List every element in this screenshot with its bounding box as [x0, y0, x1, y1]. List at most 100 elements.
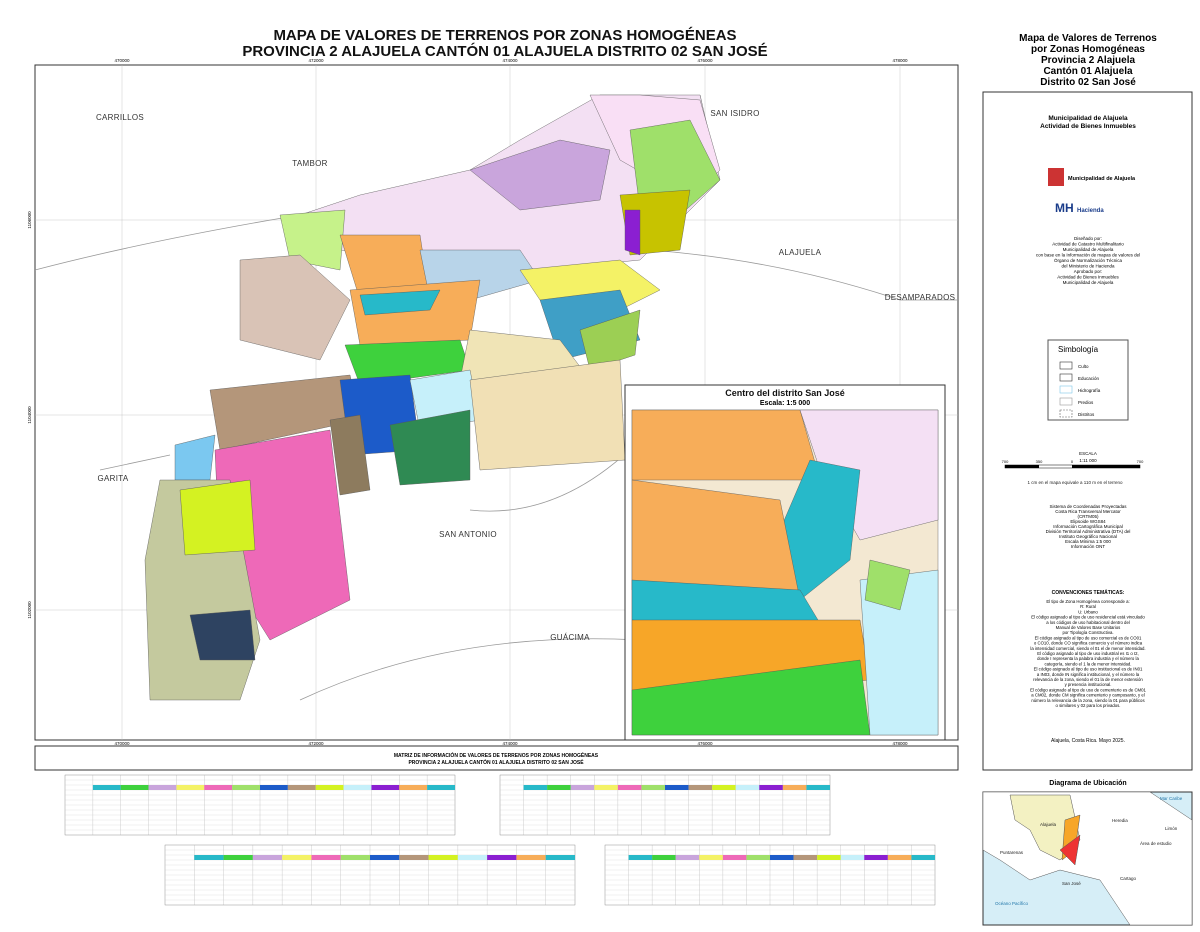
table-color [371, 785, 400, 790]
table-color [722, 855, 747, 860]
table-color [399, 855, 429, 860]
table-color [516, 855, 546, 860]
x-coord: 474000 [502, 741, 518, 746]
pconv-line: El código asignado al tipo de uso comerc… [1035, 635, 1142, 640]
pcred-line: Municipalidad de Alajuela [1063, 247, 1114, 252]
system-info: Sistema de Coordenadas ProyectadasCosta … [1046, 504, 1131, 549]
table-color [370, 855, 400, 860]
table-color [92, 785, 121, 790]
coordinates: 470000 470000 472000 472000 474000 474000 4760… [27, 58, 908, 746]
x-coord: 472000 [308, 58, 324, 63]
y-coord: 1102000 [27, 601, 32, 619]
pconv-line: a los códigos de uso habitacional dentro… [1046, 620, 1130, 625]
table-color [120, 785, 149, 790]
ptitle-line: Distrito 02 San José [1040, 77, 1136, 88]
legend-box [1047, 339, 1129, 421]
table-color [523, 785, 548, 790]
table-color [223, 855, 253, 860]
x-coord: 476000 [697, 741, 713, 746]
place-label: SAN ANTONIO [439, 530, 497, 539]
table-color [840, 855, 865, 860]
table-color [911, 855, 935, 860]
table-color [260, 785, 288, 790]
pconv-line: donde I representa la palabra industria … [1037, 656, 1139, 661]
scale-bar [1004, 464, 1141, 469]
legend-label: Hidrografía [1078, 388, 1101, 393]
scale-tick: 350 [1036, 459, 1043, 464]
pconv-line: Manual de Valores Base Unitarios [1056, 625, 1121, 630]
pconv-line: o CO10, donde CO significa comercio y el… [1034, 641, 1143, 646]
table-color [675, 855, 700, 860]
pconv-line: El código asignado al tipo de uso reside… [1031, 615, 1145, 620]
legend-swatch [1059, 397, 1073, 406]
pconv-line: relevancia de la zona, siendo el 01 la d… [1033, 677, 1143, 682]
place-label: GUÁCIMA [550, 633, 590, 642]
place-label: ALAJUELA [779, 248, 822, 257]
title: MAPA DE VALORES DE TERRENOS POR ZONAS HO… [273, 27, 736, 44]
legend-label: Culto [1078, 364, 1089, 369]
pconv-line: número la relevancia de la zona, siendo … [1031, 698, 1144, 703]
table-color [699, 855, 723, 860]
x-coord: 470000 [114, 741, 130, 746]
x-coord: 478000 [892, 741, 908, 746]
scale-ratio: 1:11 000 [1079, 458, 1097, 463]
psys-line: Elipsoide WGS84 [1070, 519, 1106, 524]
mtitle-line: PROVINCIA 2 ALAJUELA CANTÓN 01 ALAJUELA … [408, 758, 584, 766]
table-color [806, 785, 830, 790]
table-color [817, 855, 841, 860]
conventions: El tipo de Zona Homogénea corresponde a:… [1030, 599, 1146, 708]
porg-line: Municipalidad de Alajuela [1048, 115, 1128, 122]
table-color [547, 785, 571, 790]
pconv-line: R: Rural [1080, 604, 1096, 609]
table-color [176, 785, 205, 790]
table-color [287, 785, 316, 790]
place-label: GARITA [98, 474, 129, 483]
table-color [252, 855, 283, 860]
psys-line: Costa Rica Transversal Mercator [1055, 509, 1121, 514]
table-color [232, 785, 260, 790]
legend-label: Distritos [1078, 412, 1095, 417]
table-color [746, 855, 770, 860]
pconv-line: por Tipología Constructiva. [1062, 630, 1113, 635]
table-color [487, 855, 517, 860]
table-color [793, 855, 818, 860]
scale-tick: 700 [1137, 459, 1144, 464]
table-color [864, 855, 888, 860]
ptitle-line: por Zonas Homogéneas [1031, 44, 1145, 55]
table-color [770, 855, 794, 860]
ptitle-line: Cantón 01 Alajuela [1043, 66, 1133, 77]
location-label: Alajuela [1040, 822, 1057, 827]
scale-title: ESCALA [1079, 451, 1097, 456]
legend: Culto Educación Hidrografía Predios Distrito… [1059, 361, 1101, 418]
psys-line: Escala Mínima 1:5 000 [1065, 539, 1111, 544]
pconv-line: categoría, siendo el 1 la de menor inten… [1045, 661, 1132, 666]
logo-text: Hacienda [1077, 208, 1104, 214]
date: Alajuela, Costa Rica. Mayo 2025. [1051, 738, 1125, 744]
x-coord: 476000 [697, 58, 713, 63]
pcred-line: con base en la Información de mapas de v… [1036, 253, 1140, 258]
pconv-line: la intensidad comercial, siendo el 01 el… [1030, 646, 1145, 651]
conventions-title: CONVENCIONES TEMÁTICAS: [1052, 589, 1125, 596]
pcred-line: Actividad de Bienes Inmuebles [1057, 275, 1119, 280]
place-label: SAN ISIDRO [710, 109, 759, 118]
logo-mh: MH [1055, 201, 1074, 215]
porg-line: Actividad de Bienes Inmuebles [1040, 123, 1136, 130]
table-color [665, 785, 689, 790]
location-title: Diagrama de Ubicación [1049, 780, 1126, 787]
place-label: TAMBOR [292, 159, 327, 168]
table-color [282, 855, 312, 860]
table-color [545, 855, 575, 860]
pcred-line: Órgano de Normalización Técnica [1054, 257, 1122, 263]
legend-swatch [1059, 409, 1073, 418]
table-color [712, 785, 736, 790]
table-color [343, 785, 372, 790]
location-map [982, 791, 1193, 926]
table-color [148, 785, 177, 790]
table-color [315, 785, 344, 790]
x-coord: 474000 [502, 58, 518, 63]
pconv-line: El código asignado al tipo de uso indust… [1037, 651, 1139, 656]
subtitle: PROVINCIA 2 ALAJUELA CANTÓN 01 ALAJUELA … [242, 42, 767, 60]
legend-label: Predios [1078, 400, 1094, 405]
